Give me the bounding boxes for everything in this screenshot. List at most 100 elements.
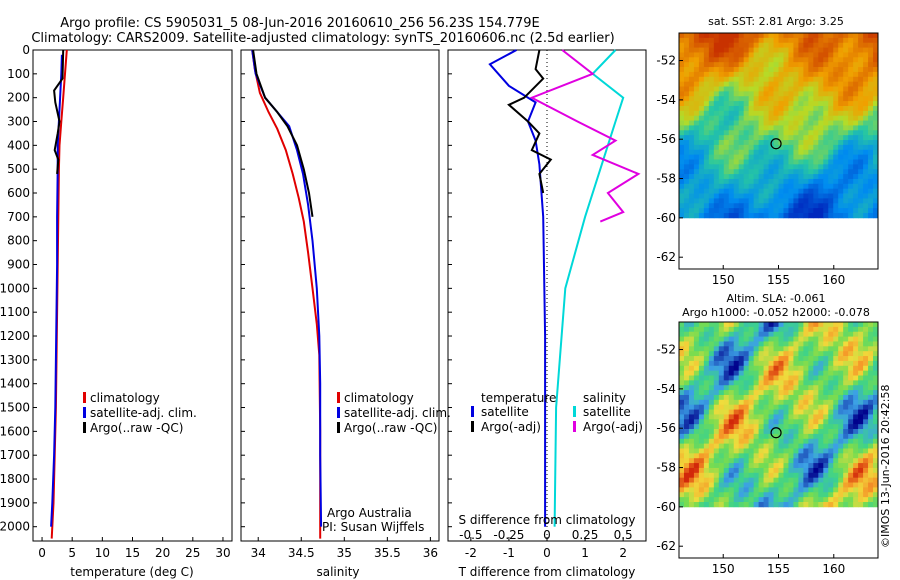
heatmap-cell [758,385,764,391]
heatmap-cell [813,62,819,68]
heatmap-cell [733,203,740,209]
heatmap-cell [873,429,879,435]
heatmap-cell [763,96,769,102]
heatmap-cell [803,193,809,199]
heatmap-cell [688,438,695,445]
heatmap-cell [688,105,695,112]
heatmap-cell [818,203,824,209]
heatmap-cell [863,213,869,219]
heatmap-cell [688,37,695,44]
heatmap-cell [873,433,879,440]
heatmap-cell [768,463,774,469]
heatmap-cell [703,154,710,160]
heatmap-cell [803,154,809,160]
heatmap-cell [808,105,814,112]
heatmap-cell [748,497,755,503]
heatmap-cell [748,125,755,131]
heatmap-cell [788,458,794,464]
heatmap-cell [743,448,750,454]
heatmap-cell [788,57,794,63]
heatmap-cell [803,183,809,190]
heatmap-cell [833,37,839,44]
heatmap-cell [728,482,735,488]
heatmap-cell [723,115,730,121]
heatmap-cell [793,86,799,92]
heatmap-cell [783,42,789,48]
heatmap-cell [718,42,725,48]
heatmap-cell [788,96,794,102]
heatmap-cell [683,91,690,97]
heatmap-cell [743,341,750,347]
heatmap-cell [733,130,740,136]
heatmap-cell [843,424,849,430]
heatmap-cell [733,458,740,464]
heatmap-cell [788,385,794,391]
heatmap-cell [793,356,799,362]
heatmap-cell [718,424,725,430]
heatmap-cell [803,86,809,92]
heatmap-cell [698,322,705,328]
heatmap-cell [833,120,839,126]
heatmap-cell [793,458,799,464]
heatmap-cell [798,472,804,479]
heatmap-cell [743,159,750,165]
heatmap-cell [858,331,864,337]
heatmap-cell [768,399,774,406]
heatmap-cell [733,472,740,479]
heatmap-cell [873,62,879,68]
heatmap-cell [808,385,814,391]
heatmap-cell [698,331,705,337]
heatmap-cell [683,341,690,347]
heatmap-cell [808,169,814,175]
heatmap-cell [683,135,690,141]
heatmap-cell [818,399,824,406]
heatmap-cell [723,213,730,219]
heatmap-cell [758,482,764,488]
heatmap-cell [773,42,779,48]
heatmap-cell [713,375,720,381]
heatmap-cell [808,42,814,48]
heatmap-cell [778,86,784,92]
heatmap-cell [868,385,874,391]
heatmap-cell [738,71,745,78]
x-tick-label: 160 [822,562,845,576]
heatmap-cell [808,419,814,425]
heatmap-cell [723,322,730,328]
y-tick-label: 1200 [0,329,30,343]
heatmap-cell [788,331,794,337]
heatmap-cell [679,394,685,401]
heatmap-cell [753,193,760,199]
heatmap-cell [683,71,690,78]
heatmap-cell [688,52,695,58]
heatmap-cell [683,404,690,410]
heatmap-cell [788,193,794,199]
heatmap-cell [858,443,864,449]
heatmap-cell [848,385,854,391]
heatmap-cell [843,443,849,449]
heatmap-cell [718,394,725,401]
heatmap-cell [843,360,849,367]
heatmap-cell [698,477,705,483]
heatmap-cell [858,409,864,415]
heatmap-cell [768,336,774,342]
heatmap-cell [733,326,740,333]
x-tick-label: 0 [543,546,551,560]
heatmap-cell [863,399,869,406]
heatmap-cell [708,433,715,440]
heatmap-cell [863,351,869,357]
heatmap-cell [873,336,879,342]
heatmap-cell [683,62,690,68]
heatmap-cell [683,101,690,107]
heatmap-cell [858,365,864,372]
heatmap-cell [808,135,814,141]
heatmap-cell [708,438,715,445]
heatmap-cell [843,429,849,435]
heatmap-cell [728,394,735,401]
heatmap-cell [798,351,804,357]
heatmap-cell [753,346,760,352]
heatmap-cell [763,394,769,401]
heatmap-cell [758,193,764,199]
heatmap-cell [723,52,730,58]
heatmap-cell [743,351,750,357]
heatmap-cell [848,404,854,410]
